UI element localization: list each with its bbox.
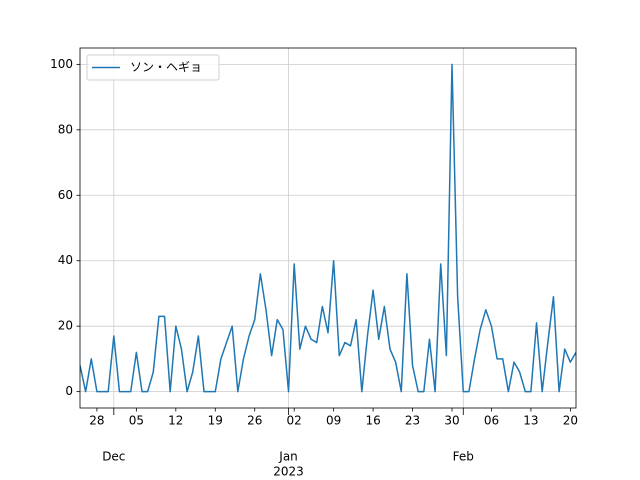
legend-box <box>86 54 220 81</box>
plot-frame <box>79 47 577 409</box>
y-tick-label: 80 <box>58 122 73 136</box>
x-tick-label: 20 <box>563 414 578 428</box>
x-tick-label: 16 <box>365 414 380 428</box>
x-tick-label: 26 <box>247 414 262 428</box>
x-tick-label: 05 <box>129 414 144 428</box>
y-tick-label: 20 <box>58 319 73 333</box>
x-tick-label: 30 <box>444 414 459 428</box>
month-tick-label: Jan <box>278 450 298 464</box>
y-tick-label: 40 <box>58 253 73 267</box>
x-tick-label: 02 <box>287 414 302 428</box>
month-tick-label: 2023 <box>273 465 304 479</box>
plot <box>80 63 576 393</box>
y-tick-label: 60 <box>58 188 73 202</box>
x-tick-label: 13 <box>523 414 538 428</box>
x-tick-label: 12 <box>168 414 183 428</box>
x-tick-label: 19 <box>208 414 223 428</box>
x-tick-label: 23 <box>405 414 420 428</box>
month-tick-label: Feb <box>453 450 474 464</box>
x-tick-label: 28 <box>89 414 104 428</box>
y-tick-label: 100 <box>50 57 73 71</box>
line <box>80 63 576 393</box>
month-tick-label: Dec <box>102 450 125 464</box>
legend-label: ソン・ヘギョ <box>130 60 202 74</box>
y-tick-label: 0 <box>65 384 73 398</box>
x-tick-label: 09 <box>326 414 341 428</box>
x-tick-label: 06 <box>484 414 499 428</box>
